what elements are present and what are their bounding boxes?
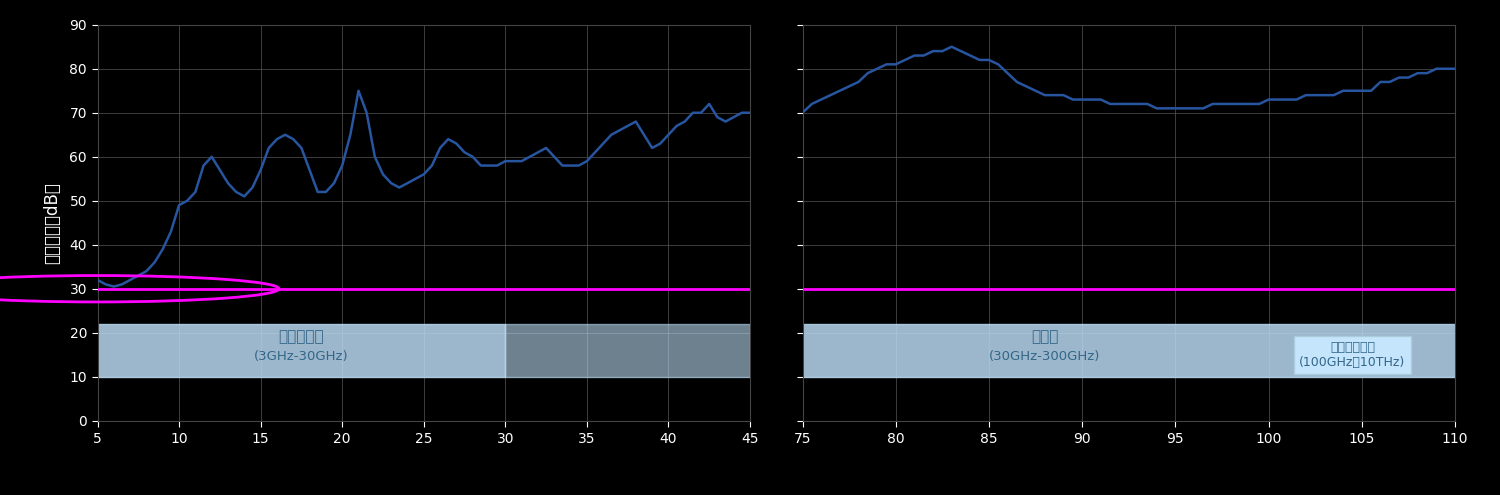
Text: ミリ波: ミリ波 [1030, 330, 1059, 345]
Y-axis label: 遗茀性能［dB］: 遗茀性能［dB］ [44, 182, 62, 264]
Text: (3GHz-30GHz): (3GHz-30GHz) [254, 350, 348, 363]
Text: (30GHz-300GHz): (30GHz-300GHz) [988, 350, 1101, 363]
Text: マイクロ波: マイクロ波 [279, 330, 324, 345]
Text: テラヘルツ波
(100GHz～10THz): テラヘルツ波 (100GHz～10THz) [1299, 341, 1406, 369]
